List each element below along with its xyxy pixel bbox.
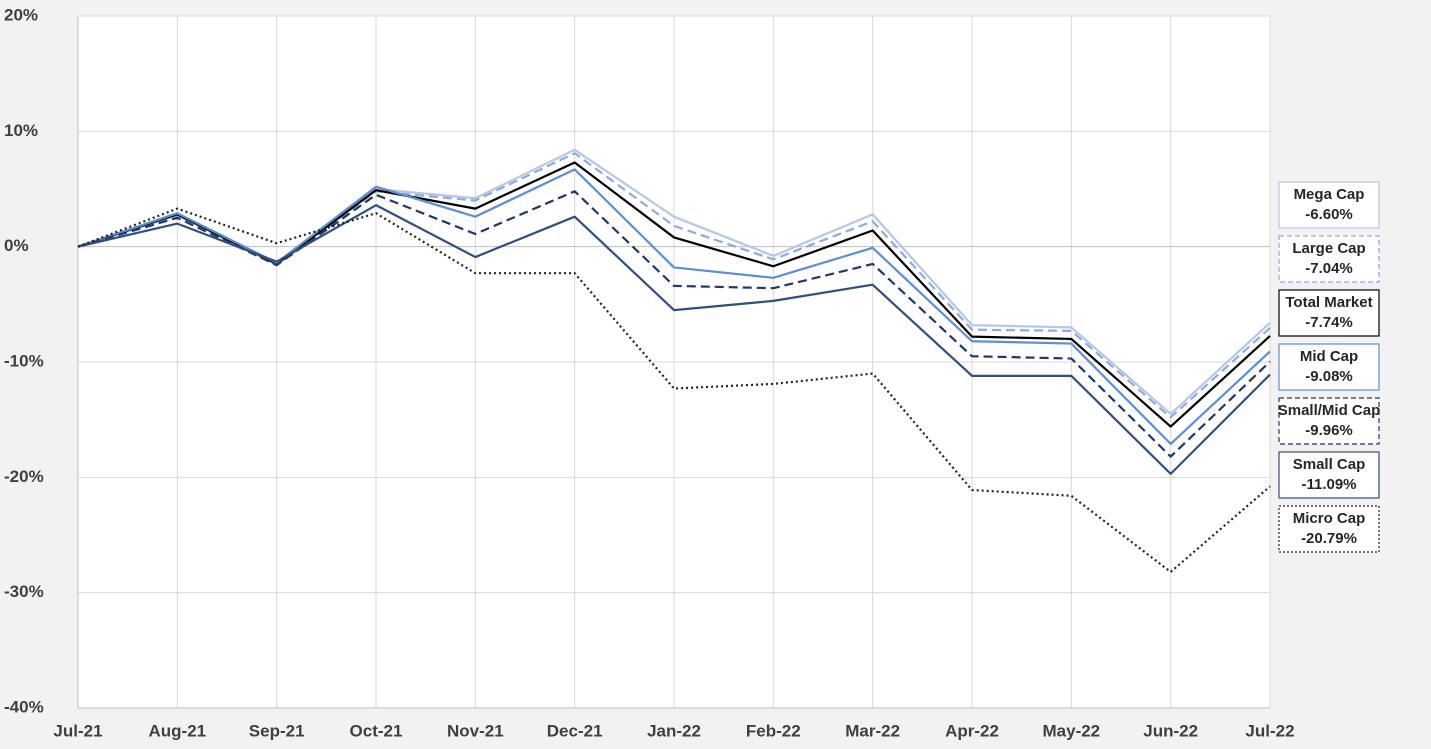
x-tick-label: Oct-21 (350, 721, 403, 740)
legend-label: Micro Cap (1293, 510, 1366, 527)
x-tick-label: Nov-21 (447, 721, 504, 740)
series-line (77, 168, 1271, 445)
y-tick-label: 0% (4, 236, 29, 255)
x-tick-label: Sep-21 (249, 721, 305, 740)
y-tick-label: -10% (4, 351, 44, 370)
value-label: -9.08% (1305, 368, 1353, 385)
series-line (77, 204, 1271, 475)
legend-label: Mega Cap (1294, 186, 1365, 203)
x-tick-label: Dec-21 (547, 721, 603, 740)
value-label: -9.96% (1305, 422, 1353, 439)
series-line (77, 190, 1271, 458)
legend-label: Mid Cap (1300, 348, 1358, 365)
x-tick-label: Mar-22 (845, 721, 900, 740)
end-label: Mega Cap -6.60% (1278, 181, 1380, 229)
legend-label: Small Cap (1293, 456, 1366, 473)
x-tick-label: Apr-22 (945, 721, 999, 740)
end-label: Large Cap -7.04% (1278, 235, 1380, 283)
y-tick-label: 20% (4, 5, 38, 24)
end-label-box (1278, 505, 1380, 553)
x-tick-label: Jul-22 (1245, 721, 1294, 740)
end-label: Micro Cap -20.79% (1278, 505, 1380, 553)
legend-label: Small/Mid Cap (1278, 402, 1381, 419)
y-tick-label: -30% (4, 582, 44, 601)
end-label-box (1278, 235, 1380, 283)
end-label-box (1278, 343, 1380, 391)
end-label: Mid Cap -9.08% (1278, 343, 1380, 391)
end-label-box (1278, 451, 1380, 499)
y-tick-label: -40% (4, 697, 44, 716)
end-label: Small Cap -11.09% (1278, 451, 1380, 499)
series-line (77, 207, 1271, 574)
end-label-box (1278, 397, 1380, 445)
y-tick-label: 10% (4, 121, 38, 140)
x-tick-label: May-22 (1043, 721, 1101, 740)
legend-label: Large Cap (1292, 240, 1365, 257)
y-tick-label: -20% (4, 467, 44, 486)
value-label: -20.79% (1301, 530, 1357, 547)
x-tick-label: Jan-22 (647, 721, 701, 740)
end-label: Small/Mid Cap -9.96% (1278, 397, 1381, 445)
end-label-box (1278, 181, 1380, 229)
value-label: -6.60% (1305, 206, 1353, 223)
x-tick-label: Aug-21 (149, 721, 207, 740)
legend-label: Total Market (1285, 294, 1372, 311)
value-label: -11.09% (1301, 476, 1356, 493)
value-label: -7.04% (1305, 260, 1353, 277)
end-label-box (1278, 289, 1380, 337)
end-label: Total Market -7.74% (1278, 289, 1380, 337)
x-tick-label: Feb-22 (746, 721, 801, 740)
x-tick-label: Jul-21 (53, 721, 102, 740)
value-label: -7.74% (1305, 314, 1353, 331)
x-tick-label: Jun-22 (1143, 721, 1198, 740)
